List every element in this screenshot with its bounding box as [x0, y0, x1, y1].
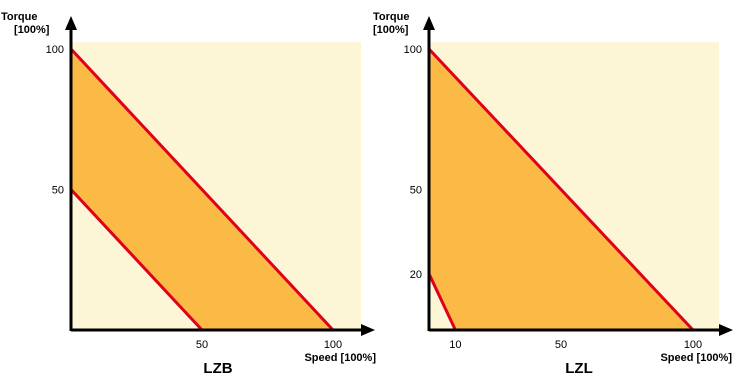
boundary-line-lower	[69, 188, 204, 332]
y-axis-title: Torque	[1, 11, 37, 23]
x-tick-label: 50	[196, 339, 208, 351]
y-tick-label: 20	[410, 269, 422, 281]
y-axis-unit: [100%]	[14, 24, 50, 36]
boundary-line-lower	[427, 272, 457, 332]
y-tick-label: 50	[410, 185, 422, 197]
boundary-line-upper	[69, 47, 335, 332]
chart-panel-lzl: Torque[100%] Speed [100%] 10 50 100 20 50 100 LZ…	[373, 11, 733, 377]
chart-panel-lzb: Torque[100%] Speed [100%] 50 100 50 100 LZB	[1, 11, 376, 377]
x-axis-title: Speed [100%]	[304, 352, 376, 364]
y-axis-title: Torque	[373, 11, 409, 23]
y-axis-arrow	[65, 16, 77, 30]
y-tick-label: 100	[404, 44, 422, 56]
x-tick-label: 100	[324, 339, 342, 351]
boundary-line-upper	[427, 47, 695, 332]
x-axis-title: Speed [100%]	[660, 352, 732, 364]
x-tick-label: 10	[449, 339, 461, 351]
x-tick-label: 100	[684, 339, 702, 351]
x-axis-arrow	[719, 324, 733, 336]
y-tick-label: 100	[46, 44, 64, 56]
y-axis-arrow	[423, 16, 435, 30]
chart-title: LZB	[203, 360, 232, 377]
x-tick-label: 50	[555, 339, 567, 351]
x-axis-arrow	[361, 324, 375, 336]
y-tick-label: 50	[52, 185, 64, 197]
y-axis-unit: [100%]	[373, 24, 409, 36]
chart-title: LZL	[565, 360, 593, 377]
